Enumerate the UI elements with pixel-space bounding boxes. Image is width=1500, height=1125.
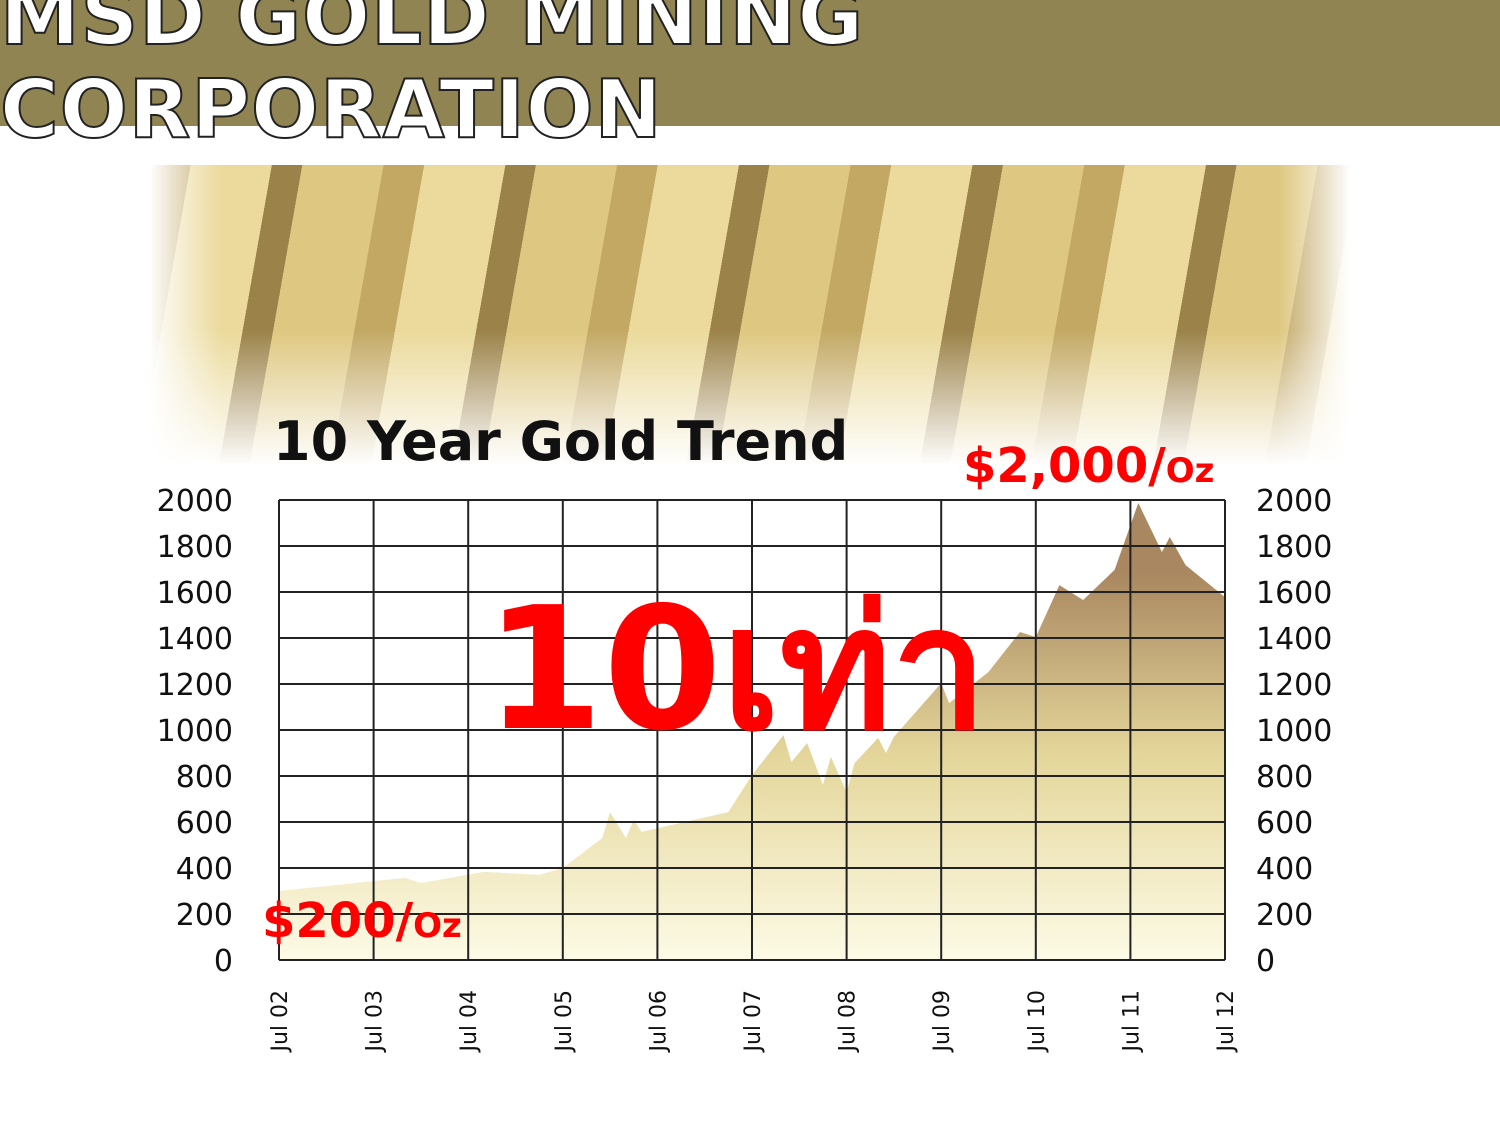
x-tick-label: Jul 12: [1214, 990, 1239, 1054]
start-price-annotation: $200/Oz: [262, 893, 462, 949]
tenfold-annotation: 10เท่า: [485, 571, 988, 769]
y-tick-label-right: 2000: [1256, 484, 1332, 519]
x-tick-label: Jul 02: [268, 990, 293, 1054]
gold-bars-image: [150, 165, 1350, 465]
y-tick-label-right: 1600: [1256, 576, 1332, 611]
x-tick-label: Jul 10: [1025, 990, 1050, 1054]
y-tick-label-left: 800: [176, 760, 233, 795]
y-tick-label-left: 0: [214, 944, 233, 979]
y-tick-label-right: 1200: [1256, 668, 1332, 703]
x-tick-label: Jul 04: [457, 990, 482, 1054]
y-tick-label-right: 0: [1256, 944, 1275, 979]
y-tick-label-left: 1400: [157, 622, 233, 657]
x-tick-label: Jul 07: [741, 990, 766, 1054]
x-tick-label: Jul 06: [646, 990, 671, 1054]
y-tick-label-left: 2000: [157, 484, 233, 519]
y-tick-label-left: 400: [176, 852, 233, 887]
start-price-unit: Oz: [413, 906, 462, 946]
y-tick-label-left: 1800: [157, 530, 233, 565]
company-title: MSD GOLD MINING CORPORATION: [0, 0, 865, 157]
x-tick-label: Jul 11: [1119, 990, 1144, 1054]
y-tick-label-right: 800: [1256, 760, 1313, 795]
header-banner: MSD GOLD MINING CORPORATION: [0, 0, 1500, 157]
y-tick-label-right: 1400: [1256, 622, 1332, 657]
x-tick-label: Jul 05: [552, 990, 577, 1054]
y-tick-label-left: 600: [176, 806, 233, 841]
y-tick-label-left: 200: [176, 898, 233, 933]
y-tick-label-left: 1000: [157, 714, 233, 749]
price-area: [279, 503, 1225, 960]
x-tick-label: Jul 03: [363, 990, 388, 1054]
peak-price-value: $2,000/: [963, 438, 1166, 494]
peak-price-annotation: $2,000/Oz: [963, 438, 1214, 494]
y-tick-label-right: 600: [1256, 806, 1313, 841]
x-tick-label: Jul 09: [930, 990, 955, 1054]
y-tick-label-right: 1000: [1256, 714, 1332, 749]
peak-price-unit: Oz: [1165, 451, 1215, 491]
y-tick-label-left: 1200: [157, 668, 233, 703]
x-tick-label: Jul 08: [836, 990, 861, 1054]
y-tick-label-left: 1600: [157, 576, 233, 611]
chart-title: 10 Year Gold Trend: [273, 410, 849, 473]
y-tick-label-right: 1800: [1256, 530, 1332, 565]
start-price-value: $200/: [262, 893, 414, 949]
y-tick-label-right: 400: [1256, 852, 1313, 887]
y-tick-label-right: 200: [1256, 898, 1313, 933]
